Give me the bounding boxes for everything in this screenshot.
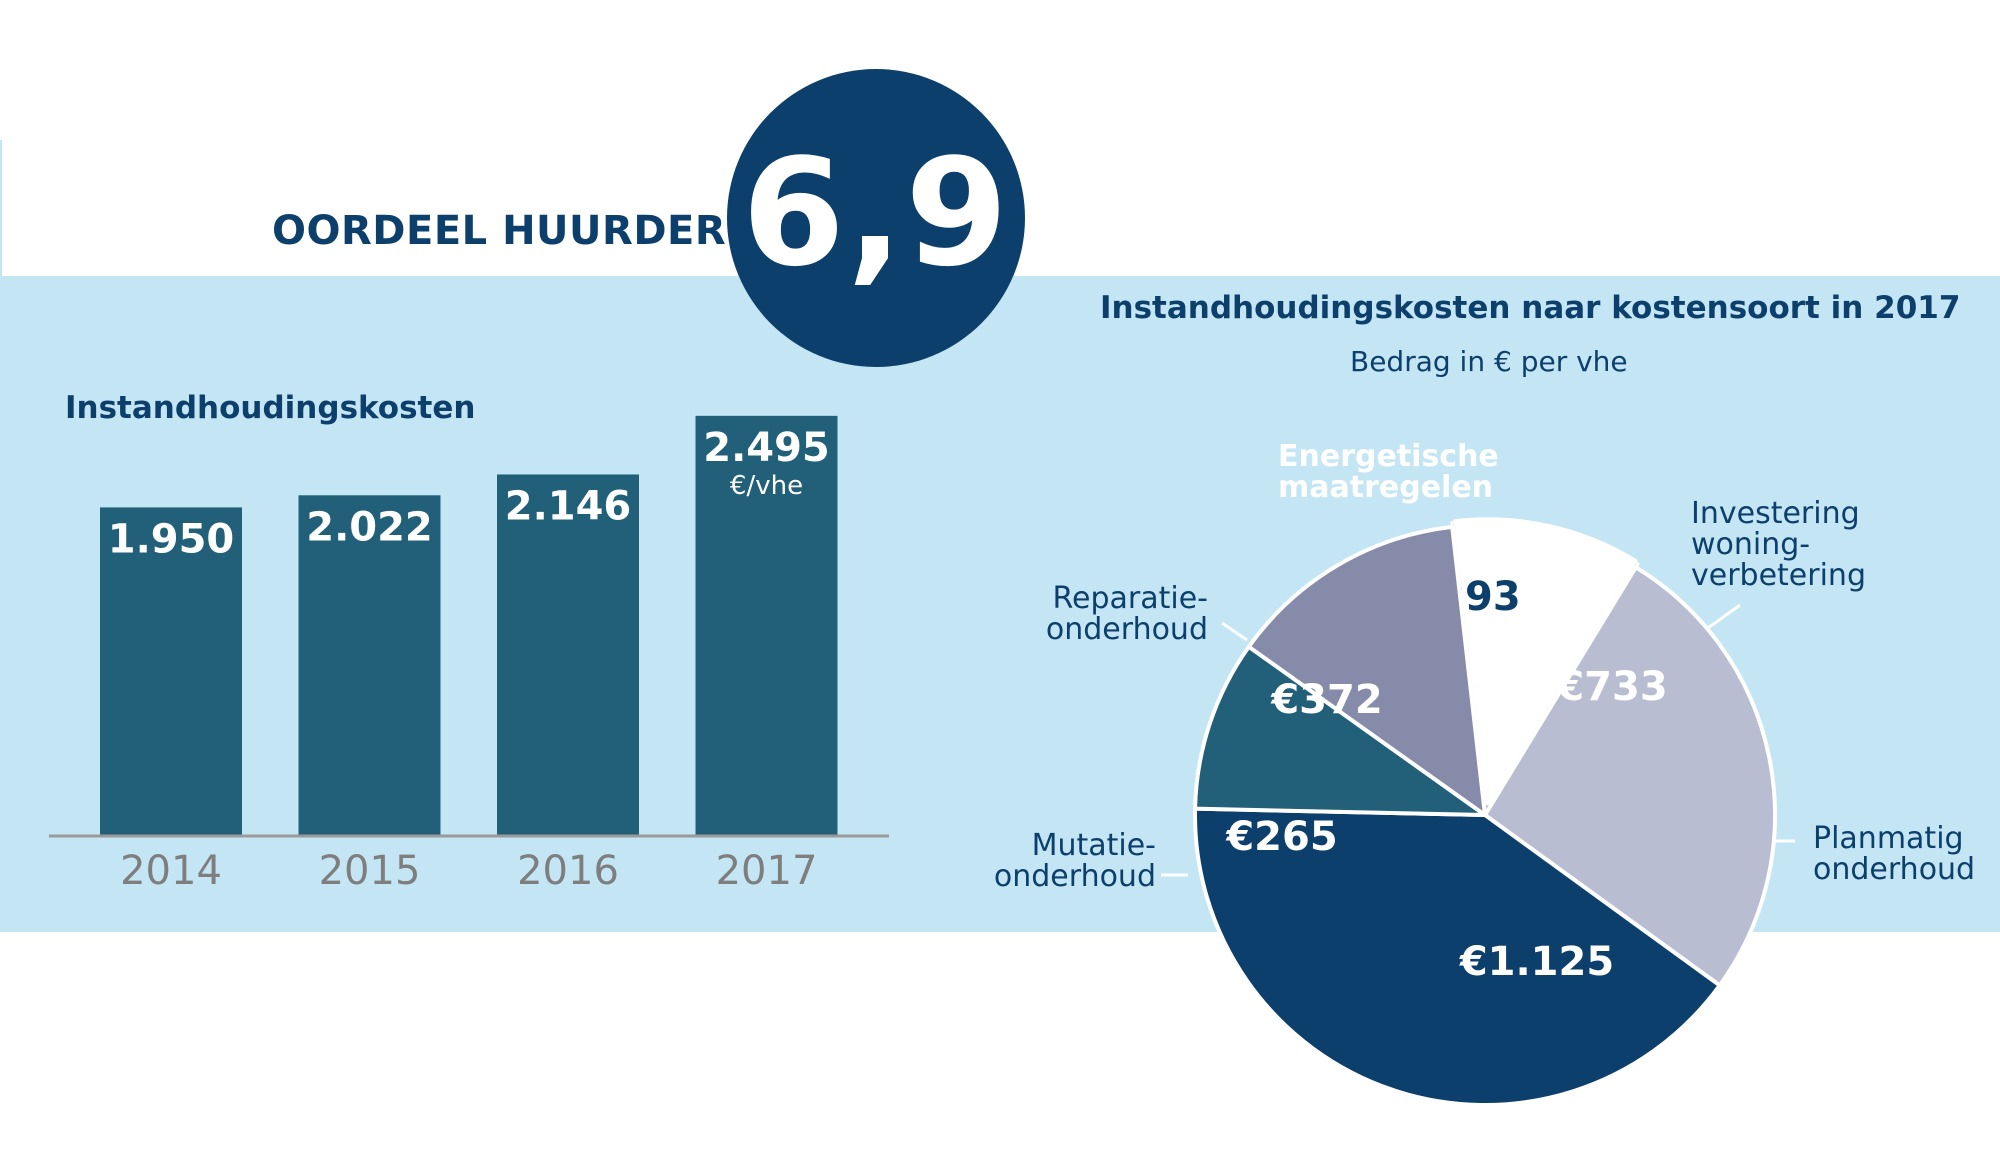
bar-value-label: 2.495 — [703, 425, 830, 471]
x-tick-label: 2017 — [716, 848, 818, 894]
x-tick-label: 2015 — [319, 848, 421, 894]
bar-value-label: 2.022 — [306, 504, 433, 550]
pie-slice — [1193, 644, 1487, 817]
pie-slice — [1246, 524, 1487, 817]
x-tick-label: 2014 — [120, 848, 222, 894]
bar-chart-title: Instandhoudingskosten — [65, 390, 476, 426]
unit-label: €/vhe — [730, 471, 803, 501]
pie-chart-title: Instandhoudingskosten naar kostensoort i… — [1100, 290, 1961, 326]
bar-2017 — [695, 415, 838, 835]
pie-value-label: €265 — [1225, 814, 1337, 860]
pie-category-label: Investering — [1691, 496, 1860, 531]
rating-label: OORDEEL HUURDER — [272, 208, 727, 254]
bar-2014 — [100, 507, 242, 835]
pie-category-label: Mutatie- — [1032, 828, 1156, 863]
rating-value: 6,9 — [741, 127, 1011, 299]
pie-category-label: woning- — [1691, 527, 1810, 562]
pie-slice — [1453, 517, 1638, 806]
bar-value-label: 2.146 — [505, 483, 632, 529]
bar-2015 — [298, 495, 441, 835]
left-edge-stripe — [0, 140, 2, 276]
pie-slice — [1483, 565, 1778, 988]
rating-badge: 6,9 — [727, 69, 1025, 367]
pie-category-label: Planmatig — [1813, 821, 1964, 856]
pie-category-label: onderhoud — [1046, 612, 1208, 647]
pie-value-label: €372 — [1270, 677, 1382, 723]
bar-2016 — [497, 474, 639, 835]
pie-category-label: onderhoud — [994, 859, 1156, 894]
pie-leader-line — [1707, 603, 1741, 630]
pie-value-label: €1.125 — [1459, 939, 1614, 985]
pie-category-label: Reparatie- — [1053, 581, 1208, 616]
pie-category-label: onderhoud — [1813, 852, 1975, 887]
pie-leader-line — [1221, 621, 1248, 642]
x-tick-label: 2016 — [517, 848, 619, 894]
pie-chart-subtitle: Bedrag in € per vhe — [1350, 345, 1628, 378]
pie-category-label: Energetische — [1278, 439, 1499, 474]
pie-value-label: €733 — [1555, 664, 1667, 710]
pie-category-label: maatregelen — [1278, 470, 1493, 505]
pie-slice — [1193, 806, 1722, 1107]
pie-category-label: verbetering — [1691, 558, 1866, 593]
bar-value-label: 1.950 — [108, 516, 235, 562]
